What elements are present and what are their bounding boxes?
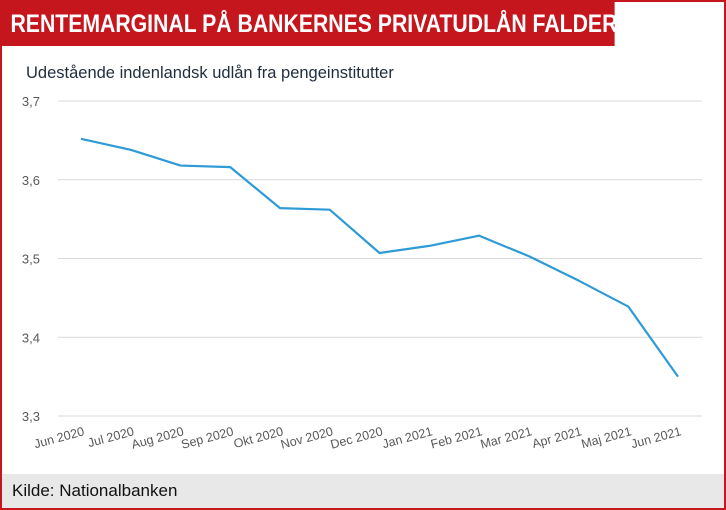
chart-title: Udestående indenlandsk udlån fra pengein… [26, 64, 394, 82]
y-tick-label: 3,3 [22, 409, 40, 424]
x-tick-label: Jun 2021 [629, 424, 682, 451]
chart-area: Udestående indenlandsk udlån fra pengein… [2, 46, 724, 474]
series-line [80, 137, 679, 378]
y-tick-label: 3,4 [22, 330, 40, 345]
x-tick-label: Aug 2020 [130, 424, 185, 451]
x-tick-label: Dec 2020 [329, 424, 384, 451]
y-tick-label: 3,5 [22, 252, 40, 267]
gridlines [58, 100, 702, 417]
headline: RENTEMARGINAL PÅ BANKERNES PRIVATUDLÅN F… [2, 2, 702, 46]
x-tick-label: Sep 2020 [180, 424, 235, 451]
series-layer [80, 137, 679, 378]
y-tick-label: 3,7 [22, 94, 40, 109]
y-tick-label: 3,6 [22, 173, 40, 188]
x-tick-label: Okt 2020 [232, 424, 285, 451]
x-tick-label: Jul 2020 [86, 424, 135, 450]
source-footer: Kilde: Nationalbanken [2, 474, 724, 508]
y-axis-ticks: 3,3 3,4 3,5 3,6 3,7 [22, 94, 40, 424]
x-tick-label: Maj 2021 [580, 424, 633, 451]
x-tick-label: Mar 2021 [479, 424, 534, 451]
line-chart: Udestående indenlandsk udlån fra pengein… [22, 64, 702, 452]
x-tick-label: Feb 2021 [429, 424, 484, 451]
x-tick-label: Nov 2020 [279, 424, 334, 451]
x-tick-label: Jan 2021 [381, 424, 434, 451]
x-tick-label: Jun 2020 [32, 424, 85, 451]
x-tick-label: Apr 2021 [531, 424, 584, 451]
